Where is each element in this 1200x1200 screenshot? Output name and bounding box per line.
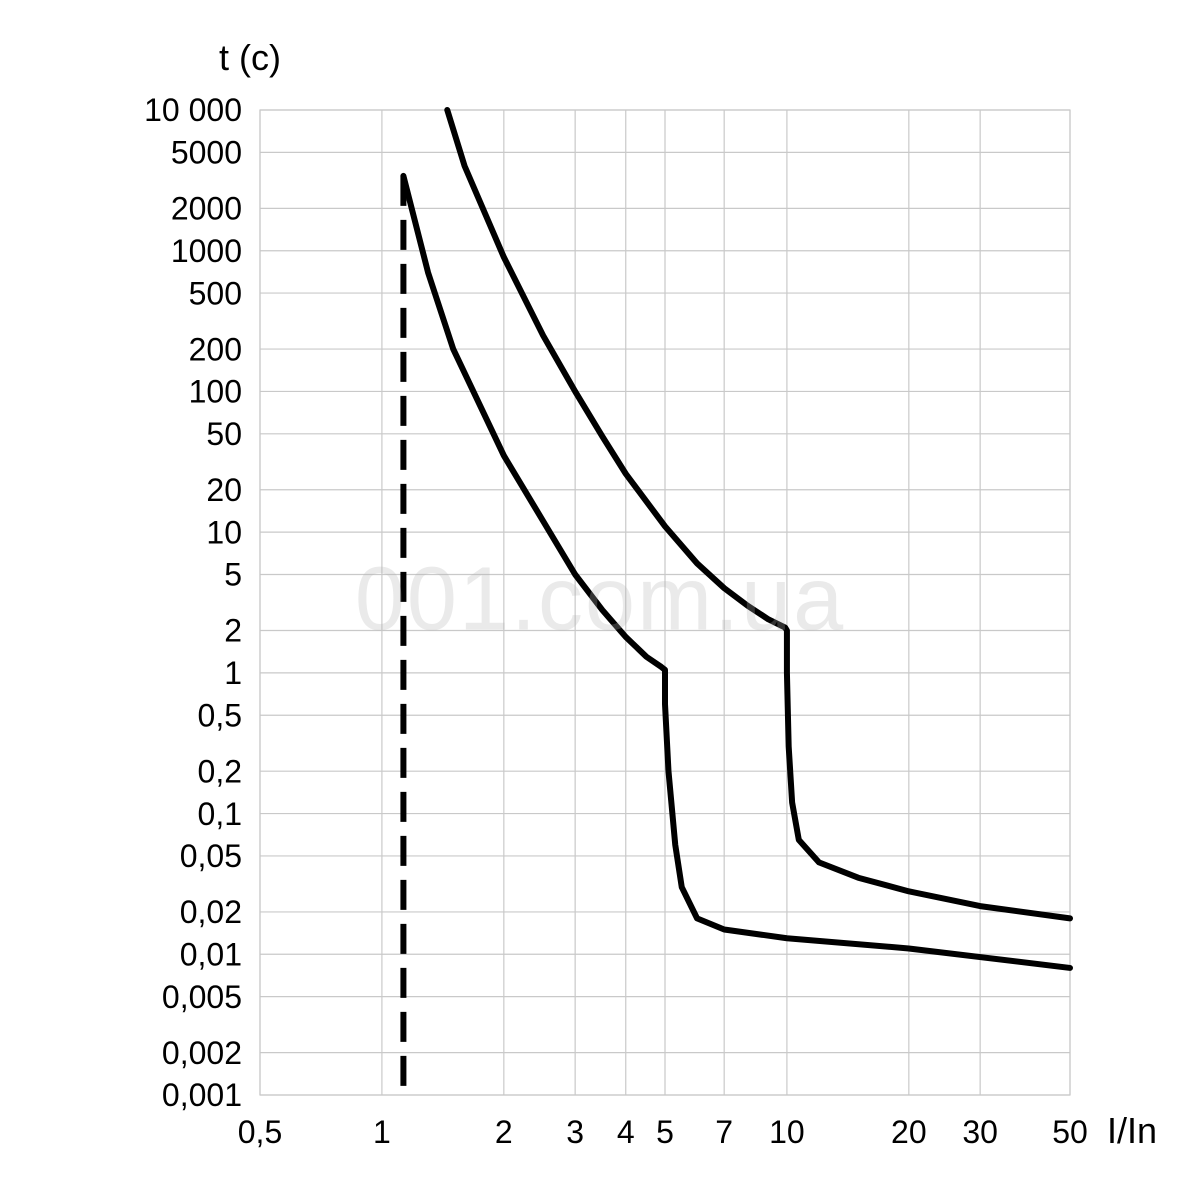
y-tick-label: 0,001	[162, 1077, 242, 1113]
y-tick-label: 1	[224, 655, 242, 691]
y-tick-label: 1000	[171, 233, 242, 269]
y-tick-label: 0,002	[162, 1035, 242, 1071]
y-tick-label: 20	[206, 472, 242, 508]
y-tick-label: 2	[224, 613, 242, 649]
y-tick-label: 0,5	[198, 697, 242, 733]
x-tick-label: 7	[715, 1114, 733, 1150]
y-tick-label: 10 000	[144, 92, 242, 128]
x-tick-label: 3	[566, 1114, 584, 1150]
y-tick-label: 0,2	[198, 753, 242, 789]
y-tick-label: 0,01	[180, 936, 242, 972]
x-tick-label: 30	[962, 1114, 998, 1150]
x-tick-label: 50	[1052, 1114, 1088, 1150]
y-tick-label: 500	[189, 275, 242, 311]
x-tick-label: 1	[373, 1114, 391, 1150]
x-axis-label: I/In	[1107, 1110, 1157, 1151]
y-tick-label: 5000	[171, 135, 242, 171]
y-tick-label: 10	[206, 514, 242, 550]
y-tick-label: 100	[189, 374, 242, 410]
y-tick-label: 50	[206, 416, 242, 452]
y-tick-label: 0,05	[180, 838, 242, 874]
x-tick-label: 5	[656, 1114, 674, 1150]
y-tick-label: 200	[189, 331, 242, 367]
x-tick-label: 4	[617, 1114, 635, 1150]
y-tick-label: 5	[224, 557, 242, 593]
x-tick-label: 0,5	[238, 1114, 282, 1150]
x-tick-label: 20	[891, 1114, 927, 1150]
y-tick-label: 2000	[171, 191, 242, 227]
x-tick-label: 2	[495, 1114, 513, 1150]
chart-svg: 10 0005000200010005002001005020105210,50…	[0, 0, 1200, 1200]
trip-curve-chart: 10 0005000200010005002001005020105210,50…	[0, 0, 1200, 1200]
y-axis-label: t (c)	[219, 37, 281, 78]
y-tick-label: 0,005	[162, 979, 242, 1015]
x-tick-label: 10	[769, 1114, 805, 1150]
y-tick-label: 0,02	[180, 894, 242, 930]
y-tick-label: 0,1	[198, 796, 242, 832]
